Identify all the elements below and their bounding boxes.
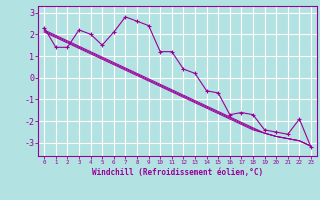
X-axis label: Windchill (Refroidissement éolien,°C): Windchill (Refroidissement éolien,°C) <box>92 168 263 177</box>
